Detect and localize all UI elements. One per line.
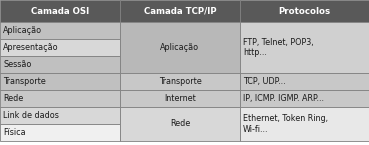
Bar bbox=[240, 0, 369, 22]
Bar bbox=[120, 107, 240, 141]
Bar bbox=[0, 0, 120, 22]
Text: Aplicação: Aplicação bbox=[3, 26, 42, 35]
Bar bbox=[240, 73, 369, 90]
Text: Rede: Rede bbox=[170, 119, 190, 128]
Text: IP, ICMP. IGMP. ARP...: IP, ICMP. IGMP. ARP... bbox=[243, 94, 324, 103]
Text: Apresentação: Apresentação bbox=[3, 43, 59, 52]
Text: Rede: Rede bbox=[3, 94, 23, 103]
Bar bbox=[0, 90, 120, 107]
Text: Transporte: Transporte bbox=[3, 77, 46, 86]
Text: TCP, UDP...: TCP, UDP... bbox=[243, 77, 286, 86]
Text: Link de dados: Link de dados bbox=[3, 111, 59, 120]
Text: Camada TCP/IP: Camada TCP/IP bbox=[144, 7, 216, 16]
Text: Camada OSI: Camada OSI bbox=[31, 7, 89, 16]
Text: Ethernet, Token Ring,
Wi-fi...: Ethernet, Token Ring, Wi-fi... bbox=[243, 114, 328, 134]
Text: Transporte: Transporte bbox=[159, 77, 201, 86]
Bar bbox=[0, 107, 120, 124]
Bar bbox=[240, 107, 369, 141]
Text: Sessão: Sessão bbox=[3, 60, 31, 69]
Bar bbox=[120, 22, 240, 73]
Text: Internet: Internet bbox=[164, 94, 196, 103]
Bar bbox=[0, 22, 120, 39]
Bar bbox=[0, 56, 120, 73]
Bar bbox=[0, 124, 120, 141]
Bar bbox=[240, 22, 369, 73]
Text: FTP, Telnet, POP3,
http...: FTP, Telnet, POP3, http... bbox=[243, 38, 314, 57]
Bar bbox=[240, 90, 369, 107]
Bar bbox=[0, 73, 120, 90]
Bar bbox=[120, 90, 240, 107]
Text: Protocolos: Protocolos bbox=[279, 7, 331, 16]
Bar bbox=[120, 0, 240, 22]
Text: Física: Física bbox=[3, 128, 25, 137]
Text: Aplicação: Aplicação bbox=[161, 43, 200, 52]
Bar bbox=[0, 39, 120, 56]
Bar bbox=[120, 73, 240, 90]
